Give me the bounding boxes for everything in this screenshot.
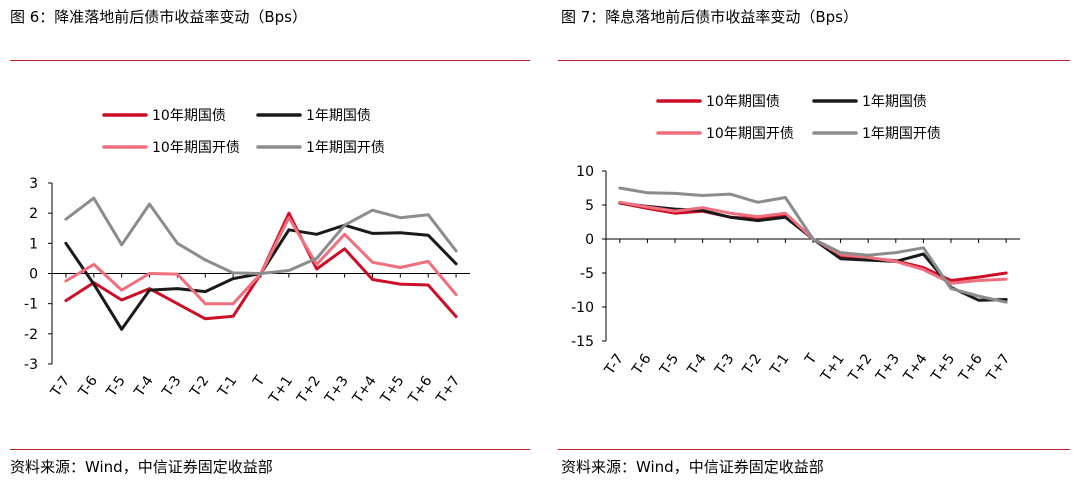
- x-tick-label: T+6: [955, 351, 985, 385]
- legend-label: 10年期国债: [152, 108, 226, 124]
- chart-source: 资料来源：Wind，中信证券固定收益部: [10, 458, 273, 476]
- top-rule: [558, 60, 1070, 61]
- x-tick-label: T-3: [712, 351, 738, 378]
- x-tick-label: T-7: [601, 351, 627, 378]
- y-tick-label: 2: [29, 206, 38, 222]
- x-tick-label: T+3: [873, 351, 903, 385]
- top-rule: [10, 60, 530, 61]
- x-tick-label: T+7: [983, 351, 1013, 385]
- chart-title: 图 7：降息落地前后债市收益率变动（Bps）: [561, 8, 858, 26]
- x-tick-label: T+7: [433, 373, 463, 407]
- legend-label: 10年期国开债: [706, 126, 794, 142]
- y-tick-label: -10: [571, 300, 594, 316]
- x-tick-label: T+1: [817, 351, 847, 385]
- x-tick-label: T-7: [47, 373, 73, 400]
- x-tick-label: T-1: [215, 373, 241, 400]
- x-tick-label: T+2: [845, 351, 875, 385]
- x-tick-label: T+3: [321, 373, 351, 407]
- x-tick-label: T: [250, 373, 269, 390]
- x-tick-label: T-4: [131, 373, 157, 400]
- bottom-rule: [10, 449, 530, 450]
- y-tick-label: 0: [29, 267, 38, 283]
- chart-panel-left: 图 6：降准落地前后债市收益率变动（Bps） 3 2 1 0 -1 -2 -3 T-7 T-6 T…: [10, 8, 530, 476]
- bottom-rule: [558, 449, 1070, 450]
- legend-label: 10年期国开债: [152, 140, 240, 156]
- chart-svg-right: 10 5 0 -5 -10 -15 T-7 T-6 T-5 T-4 T-3 T-2 T-1 TT+1T+2…: [571, 94, 1020, 385]
- series-line: [64, 216, 458, 306]
- x-tick-label: T-6: [629, 351, 655, 378]
- x-tick-label: T+5: [928, 351, 958, 385]
- legend-label: 1年期国开债: [862, 126, 941, 142]
- x-tick-label: T+2: [294, 373, 324, 407]
- x-tick-label: T+5: [377, 373, 407, 407]
- y-tick-label: -2: [24, 327, 38, 343]
- chart-title: 图 6：降准落地前后债市收益率变动（Bps）: [10, 8, 307, 26]
- y-tick-label: 5: [585, 198, 594, 214]
- x-tick-label: T+6: [405, 373, 435, 407]
- legend-label: 1年期国债: [862, 94, 927, 110]
- x-tick-label: T-4: [684, 351, 710, 378]
- y-tick-label: 1: [29, 236, 38, 252]
- series-line: [64, 196, 458, 275]
- x-tick-label: T+4: [900, 351, 930, 385]
- x-tick-label: T: [802, 351, 821, 368]
- chart-source: 资料来源：Wind，中信证券固定收益部: [561, 458, 824, 476]
- x-tick-label: T+4: [349, 373, 379, 407]
- x-tick-label: T-1: [767, 351, 793, 378]
- x-tick-label: T-3: [159, 373, 185, 400]
- y-tick-label: 3: [29, 176, 38, 192]
- y-tick-label: -15: [571, 334, 594, 350]
- legend-label: 10年期国债: [706, 94, 780, 110]
- x-tick-label: T-5: [656, 351, 682, 378]
- y-tick-label: -3: [24, 357, 38, 373]
- x-tick-label: T-5: [103, 373, 129, 400]
- legend-label: 1年期国开债: [306, 140, 385, 156]
- x-tick-label: T-2: [187, 373, 213, 400]
- chart-panel-right: 图 7：降息落地前后债市收益率变动（Bps） 10 5 0 -5 -10 -15 T-7 T-…: [548, 0, 1080, 486]
- y-tick-label: 0: [585, 232, 594, 248]
- x-tick-label: T+1: [266, 373, 296, 407]
- x-tick-label: T-2: [739, 351, 765, 378]
- y-tick-label: -1: [24, 297, 38, 313]
- series-line: [618, 186, 1008, 304]
- y-tick-label: 10: [576, 164, 594, 180]
- x-tick-label: T-6: [75, 373, 101, 400]
- y-tick-label: -5: [580, 266, 594, 282]
- legend-label: 1年期国债: [306, 108, 371, 124]
